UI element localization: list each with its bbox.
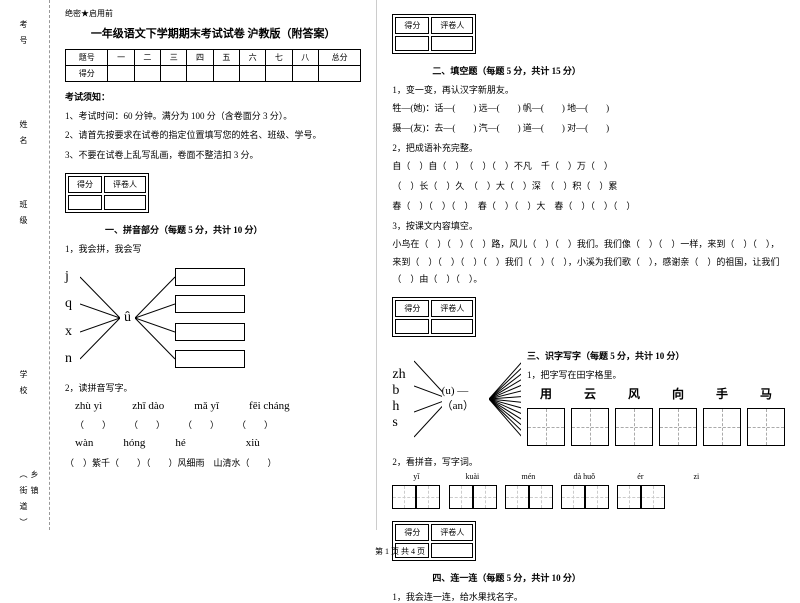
tianzi-cell[interactable] (561, 485, 585, 509)
question-label: 3，按课文内容填空。 (392, 219, 785, 232)
answer-box[interactable] (175, 350, 245, 368)
notice-item: 1、考试时间：60 分钟。满分为 100 分（含卷面分 3 分）。 (65, 109, 361, 123)
connector-lines-icon (414, 349, 442, 449)
table-row: 题号一二三四五六七八总分 (66, 50, 361, 66)
tianzi-cell[interactable] (641, 485, 665, 509)
tianzi-cell[interactable] (659, 408, 697, 446)
tianzi-cell[interactable] (703, 408, 741, 446)
question-label: 2，把成语补充完整。 (392, 141, 785, 154)
score-marker-box: 得分评卷人 (65, 173, 149, 213)
pinyin-vowel: û (120, 263, 135, 373)
fill-line[interactable]: （ ）紫千（ ）（ ）风细雨 山清水（ ） (65, 455, 361, 472)
char-labels-row: 用云风向手马 (527, 385, 785, 402)
page-footer: 第 1 页 共 4 页 (0, 546, 800, 557)
tianzi-cell[interactable] (585, 485, 609, 509)
connector-lines-icon (135, 263, 175, 373)
tianzi-cell[interactable] (529, 485, 553, 509)
pinyin-letter: j (65, 269, 72, 285)
question-label: 1，我会连一连，给水果找名字。 (392, 590, 785, 603)
pinyin-letter: s (392, 415, 405, 431)
tianzi-cell[interactable] (473, 485, 497, 509)
pinyin-letter: x (65, 324, 72, 340)
question-label: 1，把字写在田字格里。 (527, 368, 785, 381)
fill-line[interactable]: 牲—(她)：话—( ) 远—( ) 帆—( ) 地—( ) (392, 100, 785, 117)
question-label: 1，我会拼，我会写 (65, 242, 361, 255)
pinyin-letter: n (65, 351, 72, 367)
question-label: 2，看拼音，写字词。 (392, 455, 785, 468)
section-4-title: 四、连一连（每题 5 分，共计 10 分） (432, 571, 785, 584)
pinyin-labels: yǐkuàiméndà huǒérzi (392, 472, 785, 481)
pinyin-compound: (u) —（an） (442, 385, 489, 413)
tianzi-cell[interactable] (416, 485, 440, 509)
margin-label-exam-id: 考号 (18, 20, 29, 52)
fill-line[interactable]: 摄—(友)：去—( ) 汽—( ) 道—( ) 对—( ) (392, 120, 785, 137)
tianzi-cell[interactable] (747, 408, 785, 446)
pinyin-letter: b (392, 383, 405, 399)
secret-label: 绝密★启用前 (65, 8, 361, 19)
fill-line[interactable]: （ ）长（ ）久 （ ）大（ ）深 （ ）积（ ）累 (392, 178, 785, 195)
answer-parens: （ ）（ ）（ ）（ ） (75, 418, 351, 431)
score-marker-box: 得分评卷人 (392, 14, 476, 54)
tianzi-cell[interactable] (615, 408, 653, 446)
exam-title: 一年级语文下学期期末考试试卷 沪教版（附答案） (65, 25, 361, 41)
notice-item: 3、不要在试卷上乱写乱画，卷面不整洁扣 3 分。 (65, 148, 361, 162)
tianzi-grid-row (527, 408, 785, 446)
pinyin-row: wànhónghéxiù (75, 437, 351, 449)
answer-box[interactable] (175, 295, 245, 313)
fan-lines-icon (489, 349, 521, 449)
table-row: 得分 (66, 66, 361, 82)
fill-line[interactable]: 小鸟在（ ）（ ）（ ）路，风儿（ ）（ ）我们。我们像（ ）（ ）一样，来到（… (392, 236, 785, 287)
pinyin-matching-diagram: j q x n û (65, 263, 361, 373)
tianzi-cell[interactable] (449, 485, 473, 509)
pinyin-letter: h (392, 399, 405, 415)
tianzi-cell[interactable] (571, 408, 609, 446)
score-table: 题号一二三四五六七八总分 得分 (65, 49, 361, 82)
score-marker-box: 得分评卷人 (392, 297, 476, 337)
margin-label-town: 乡镇（街道） (18, 470, 40, 530)
right-column: 得分评卷人 二、填空题（每题 5 分，共计 15 分） 1，变一变，再认汉字新朋… (377, 0, 800, 530)
answer-box[interactable] (175, 323, 245, 341)
section-3-title: 三、识字写字（每题 5 分，共计 10 分） (527, 349, 785, 362)
section-1-title: 一、拼音部分（每题 5 分，共计 10 分） (105, 223, 361, 236)
fill-line[interactable]: 春（ ）（ ）（ ） 春（ ）（ ）大 春（ ）（ ）（ ） (392, 198, 785, 215)
tianzi-cell[interactable] (505, 485, 529, 509)
tianzi-cell[interactable] (392, 485, 416, 509)
tianzi-cell[interactable] (617, 485, 641, 509)
connector-lines-icon (80, 263, 120, 373)
tianzi-cell[interactable] (527, 408, 565, 446)
question-label: 1，变一变，再认汉字新朋友。 (392, 83, 785, 96)
section-2-title: 二、填空题（每题 5 分，共计 15 分） (432, 64, 785, 77)
pinyin-letter: q (65, 296, 72, 312)
answer-box[interactable] (175, 268, 245, 286)
margin-label-class: 班级 (18, 200, 29, 232)
pinyin-row: zhù yìzhī dàomǎ yǐfēi cháng (75, 400, 351, 412)
binding-margin: 考号 姓名 班级 学校 乡镇（街道） (0, 0, 50, 530)
right-pinyin-diagram: zh b h s (u) —（an） 三、识字写字（每题 5 分，共计 10 分… (392, 349, 785, 449)
notice-item: 2、请首先按要求在试卷的指定位置填写您的姓名、班级、学号。 (65, 128, 361, 142)
small-tianzi-row (392, 485, 785, 511)
fill-line[interactable]: 自（ ）自（ ） （ ）（ ）不凡 千（ ）万（ ） (392, 158, 785, 175)
margin-label-school: 学校 (18, 370, 29, 402)
pinyin-letter: zh (392, 367, 405, 383)
margin-label-name: 姓名 (18, 120, 29, 152)
notice-title: 考试须知： (65, 90, 361, 103)
left-column: 绝密★启用前 一年级语文下学期期末考试试卷 沪教版（附答案） 题号一二三四五六七… (50, 0, 377, 530)
question-label: 2，读拼音写字。 (65, 381, 361, 394)
